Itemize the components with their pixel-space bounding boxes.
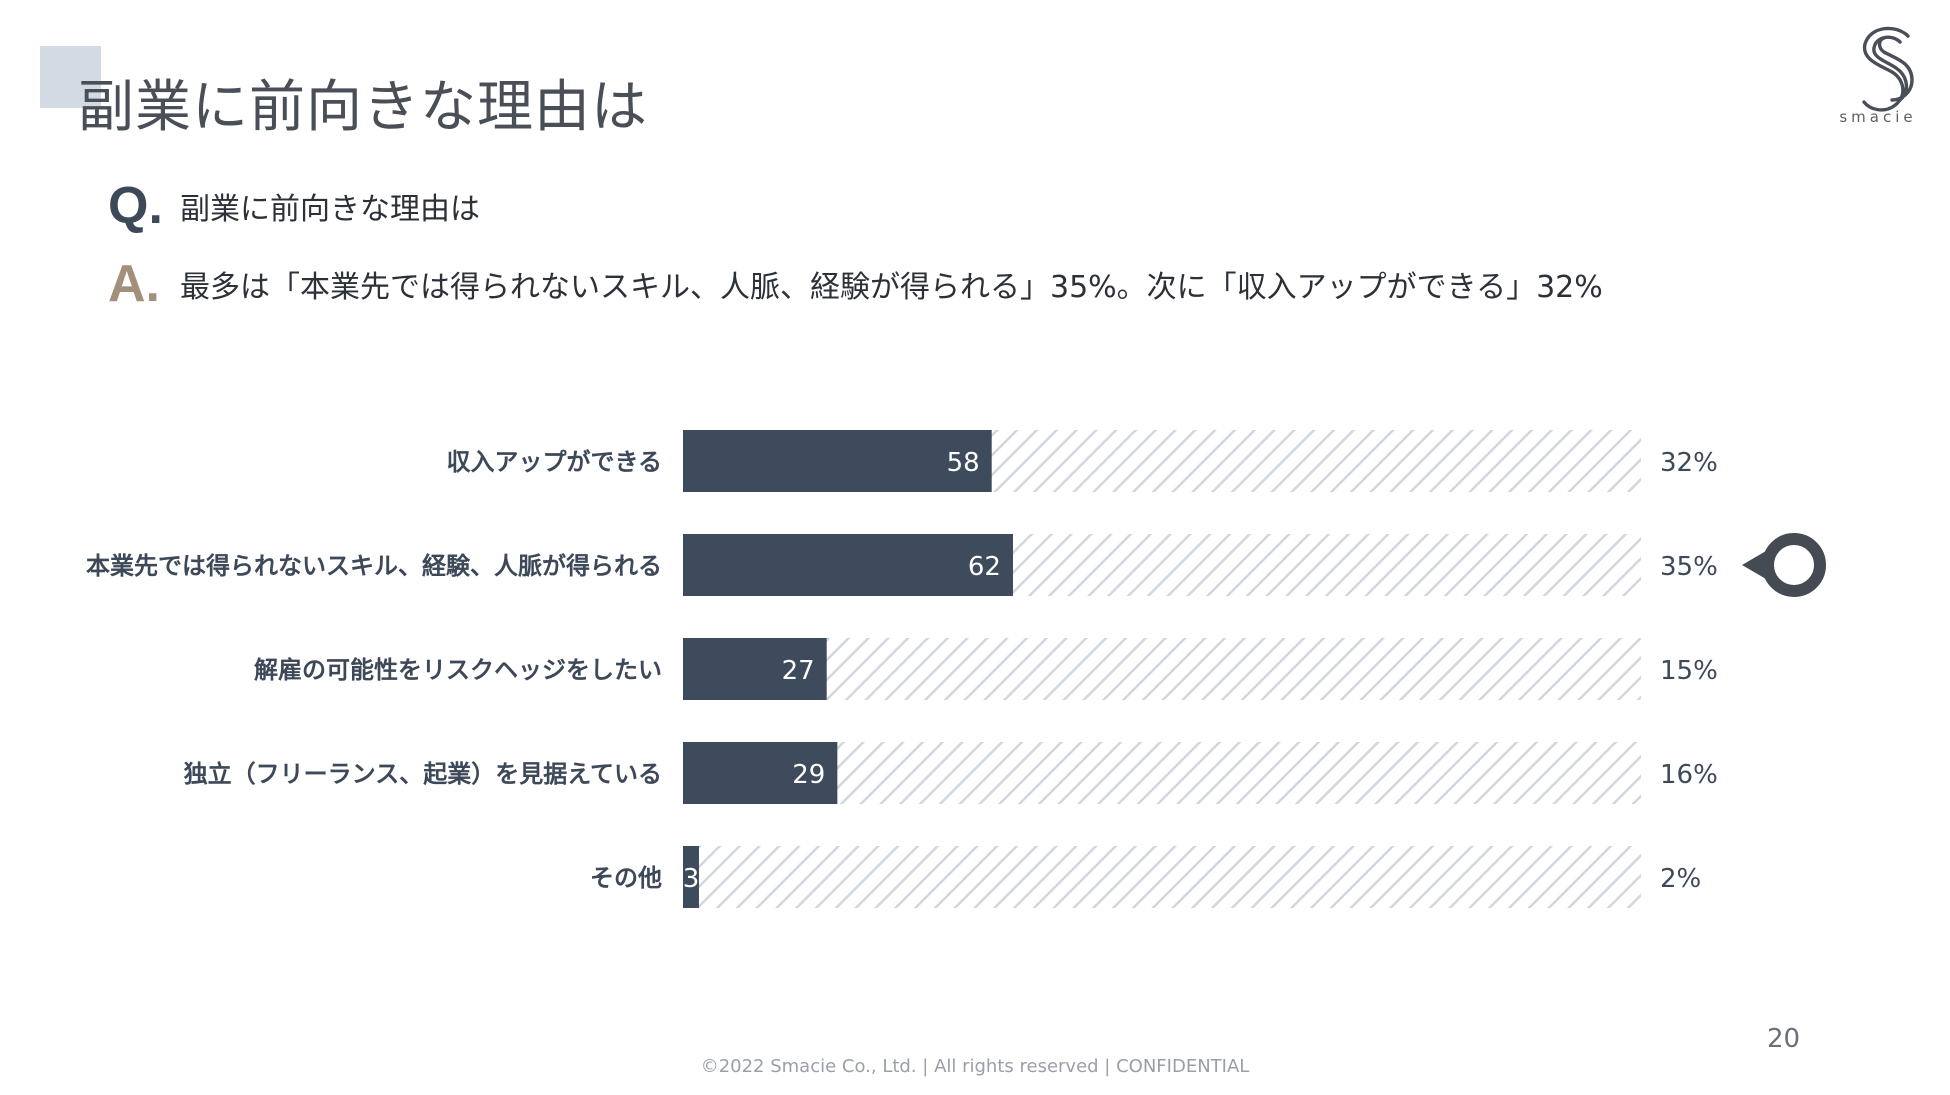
bar bbox=[683, 430, 992, 492]
category-label: 独立（フリーランス、起業）を見据えている bbox=[184, 760, 662, 788]
answer-mark: A. bbox=[108, 255, 160, 313]
footer-copyright: ©2022 Smacie Co., Ltd. | All rights rese… bbox=[700, 1056, 1250, 1077]
logo-wordmark: smacie bbox=[1839, 108, 1917, 126]
page-title: 副業に前向きな理由は bbox=[78, 75, 648, 140]
smacie-logo bbox=[1862, 26, 1914, 112]
answer-row: A. 最多は「本業先では得られないスキル、人脈、経験が得られる」35%。次に「収入… bbox=[108, 254, 1603, 314]
value-label: 3 bbox=[683, 864, 700, 894]
value-label: 27 bbox=[782, 656, 815, 686]
highlight-marker-icon bbox=[1742, 533, 1826, 597]
bar-track bbox=[683, 742, 1641, 804]
percent-label: 16% bbox=[1660, 760, 1718, 790]
percent-label: 35% bbox=[1660, 552, 1718, 582]
bar bbox=[683, 846, 699, 908]
bar bbox=[683, 534, 1013, 596]
percent-label: 2% bbox=[1660, 864, 1701, 894]
category-label: 収入アップができる bbox=[446, 448, 662, 476]
category-label: その他 bbox=[590, 864, 662, 892]
bar-track bbox=[683, 846, 1641, 908]
category-label: 本業先では得られないスキル、経験、人脈が得られる bbox=[86, 552, 662, 580]
answer-text: 最多は「本業先では得られないスキル、人脈、経験が得られる」35%。次に「収入アッ… bbox=[180, 270, 1603, 305]
value-label: 58 bbox=[947, 448, 980, 478]
bar-track bbox=[683, 638, 1641, 700]
bar bbox=[683, 638, 827, 700]
percent-label: 32% bbox=[1660, 448, 1718, 478]
value-label: 62 bbox=[968, 552, 1001, 582]
percent-label: 15% bbox=[1660, 656, 1718, 686]
question-mark: Q. bbox=[108, 177, 163, 235]
question-row: Q. 副業に前向きな理由は bbox=[108, 176, 480, 236]
page-number: 20 bbox=[1767, 1024, 1801, 1054]
bar bbox=[683, 742, 838, 804]
category-label: 解雇の可能性をリスクヘッジをしたい bbox=[254, 656, 662, 684]
value-label: 29 bbox=[792, 760, 825, 790]
question-text: 副業に前向きな理由は bbox=[180, 192, 480, 227]
title-accent-block bbox=[40, 46, 101, 108]
